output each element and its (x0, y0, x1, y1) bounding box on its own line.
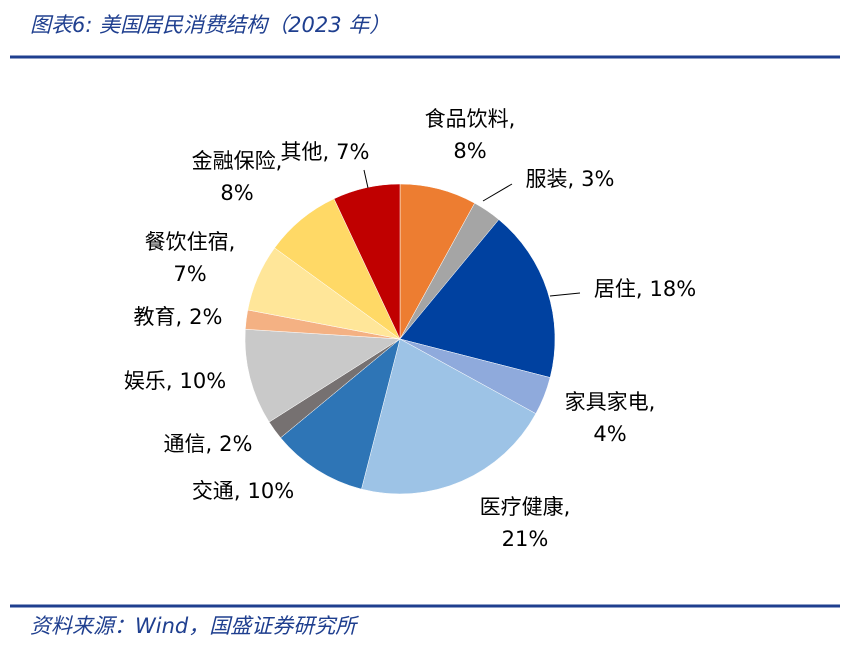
slice-label: 服装, 3% (525, 167, 614, 191)
category-label: 家具家电 (565, 390, 649, 414)
value-label: 18% (650, 277, 697, 301)
leaders (363, 169, 581, 297)
category-label: 教育 (133, 305, 175, 329)
category-label: 其他 (280, 140, 322, 164)
slice (399, 219, 556, 378)
value-label: 21% (502, 527, 549, 551)
value-label: 8% (453, 139, 486, 163)
slice (280, 338, 401, 490)
category-label: 娱乐 (124, 369, 166, 393)
separator: , (564, 495, 571, 519)
labels: 食品饮料, 8% 服装, 3% 居住, 18% 家具家电, 4% 医疗健康, 21% 交通, 10% 通… (124, 107, 696, 551)
slice-label: 医疗健康, (480, 495, 571, 519)
separator: , (649, 390, 656, 414)
slice-label: 交通, 10% (192, 479, 294, 503)
value-label: 10% (248, 479, 295, 503)
slice-label: 居住, 18% (594, 277, 696, 301)
value-label: 2% (189, 305, 222, 329)
slice-label: 娱乐, 10% (124, 369, 226, 393)
pie (244, 183, 556, 495)
slice-label: 教育, 2% (133, 305, 222, 329)
separator: , (166, 369, 173, 393)
value-label: 8% (220, 181, 253, 205)
value-label: 7% (173, 262, 206, 286)
slice-label: 家具家电, (565, 390, 656, 414)
slice-label: 餐饮住宿, (145, 230, 236, 254)
leader-line (482, 183, 513, 202)
separator: , (205, 432, 212, 456)
value-label: 10% (180, 369, 227, 393)
source: 资料来源：Wind，国盛证券研究所 (30, 614, 359, 638)
category-label: 通信 (163, 432, 205, 456)
category-label: 餐饮住宿 (145, 230, 229, 254)
slice-label: 金融保险, (192, 149, 283, 173)
separator: , (234, 479, 241, 503)
separator: , (509, 107, 516, 131)
separator: , (567, 167, 574, 191)
category-label: 金融保险 (192, 149, 276, 173)
value-label: 4% (593, 422, 626, 446)
category-label: 交通 (192, 479, 234, 503)
category-label: 医疗健康 (480, 495, 564, 519)
slice-label: 食品饮料, (425, 107, 516, 131)
category-label: 服装 (525, 167, 567, 191)
separator: , (229, 230, 236, 254)
title: 图表6: 美国居民消费结构（2023 年） (30, 13, 390, 37)
value-label: 3% (581, 167, 614, 191)
separator: , (276, 149, 283, 173)
category-label: 食品饮料 (425, 107, 509, 131)
slice (361, 338, 537, 495)
value-label: 2% (219, 432, 252, 456)
separator: , (636, 277, 643, 301)
slice (244, 329, 401, 423)
slice-label: 通信, 2% (163, 432, 252, 456)
slice (333, 183, 401, 340)
value-label: 7% (336, 140, 369, 164)
separator: , (322, 140, 329, 164)
slice-label: 其他, 7% (280, 140, 369, 164)
leader-line (549, 292, 581, 297)
separator: , (175, 305, 182, 329)
category-label: 居住 (594, 277, 636, 301)
leader-line (363, 169, 369, 189)
